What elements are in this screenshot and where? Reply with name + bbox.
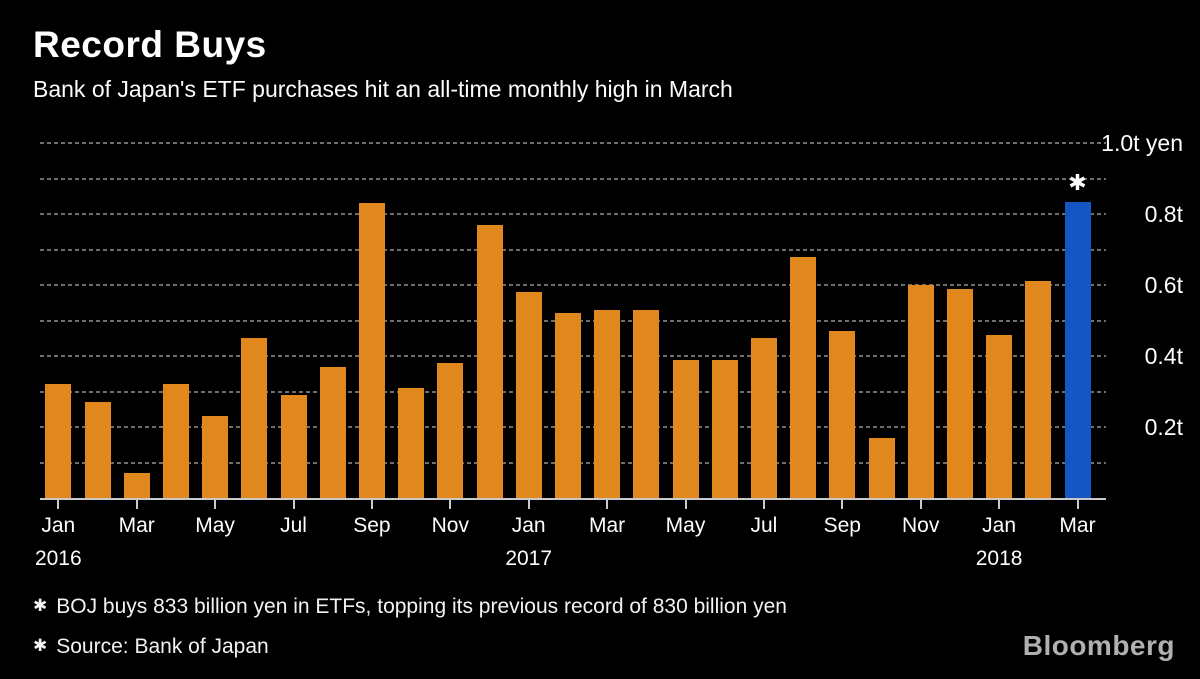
x-axis-tick <box>135 500 138 509</box>
x-axis-label: Jan <box>982 514 1017 537</box>
x-axis-tick <box>606 500 609 509</box>
asterisk-icon: ✱ <box>33 596 48 615</box>
bar-feb-2016 <box>84 402 111 498</box>
y-axis-label: 0.2t <box>1144 414 1183 440</box>
footnote-source-text: Source: Bank of Japan <box>56 635 269 658</box>
x-axis-tick <box>919 500 922 509</box>
x-axis-label: May <box>195 514 235 537</box>
x-axis-label: Mar <box>589 514 626 537</box>
bar-sep-2016 <box>358 203 385 498</box>
bar-jan-2017 <box>515 292 542 498</box>
gridline <box>40 142 1106 144</box>
x-axis-year-label: 2017 <box>505 547 553 570</box>
x-axis-label: Sep <box>823 514 861 537</box>
footnote-record: ✱ BOJ buys 833 billion yen in ETFs, toppi… <box>33 595 787 619</box>
x-axis-tick <box>841 500 844 509</box>
bar-dec-2017 <box>946 288 973 498</box>
record-asterisk-marker: ✱ <box>1068 170 1087 196</box>
x-axis-tick <box>292 500 295 509</box>
x-axis-label: Jul <box>280 514 307 537</box>
bar-chart-plot-area: ✱ Jan 2016 Mar May Jul Sep Nov Jan 2017 Mar May Jul S… <box>35 130 1183 570</box>
bar-apr-2016 <box>162 384 189 498</box>
y-axis-label: 0.8t <box>1144 201 1183 227</box>
bar-jan-2016 <box>45 384 72 498</box>
gridline <box>40 177 1106 180</box>
bar-jul-2016 <box>280 395 307 498</box>
x-axis-tick <box>1076 500 1079 509</box>
bar-feb-2017 <box>554 313 581 498</box>
x-axis-tick <box>684 500 687 509</box>
x-axis-label: Jan <box>41 514 76 537</box>
gridline <box>40 284 1106 286</box>
footnote-record-text: BOJ buys 833 billion yen in ETFs, toppin… <box>56 595 787 618</box>
x-axis-tick <box>370 500 373 509</box>
y-axis-label: 0.4t <box>1144 343 1183 369</box>
y-axis-label: 0.6t <box>1144 272 1183 298</box>
bar-jan-2018 <box>986 334 1013 498</box>
bar-mar-2017 <box>594 309 621 498</box>
x-axis-year-label: 2018 <box>975 547 1023 570</box>
x-axis-label: May <box>665 514 706 537</box>
bar-oct-2017 <box>868 437 895 498</box>
bar-mar-2018 <box>1064 202 1091 498</box>
footnote-source: ✱ Source: Bank of Japan <box>33 635 269 659</box>
x-axis-label: Jul <box>750 514 778 537</box>
x-axis-tick <box>57 500 60 509</box>
bar-jun-2017 <box>711 359 738 498</box>
bar-feb-2018 <box>1025 281 1052 498</box>
bar-nov-2017 <box>907 285 934 498</box>
chart-title: Record Buys <box>33 24 267 65</box>
bar-dec-2016 <box>476 224 503 498</box>
bar-nov-2016 <box>437 363 464 498</box>
gridline <box>40 213 1106 215</box>
x-axis-tick <box>527 500 530 509</box>
asterisk-icon: ✱ <box>33 636 48 655</box>
y-axis-label: 1.0t yen <box>1101 130 1183 156</box>
bar-apr-2017 <box>633 309 660 498</box>
gridline <box>40 248 1106 251</box>
x-axis-tick <box>214 500 217 509</box>
bar-mar-2016 <box>123 473 150 498</box>
x-axis-tick <box>449 500 452 509</box>
chart-subtitle: Bank of Japan's ETF purchases hit an all… <box>33 76 733 102</box>
x-axis-label: Jan <box>511 514 546 537</box>
x-axis-label: Mar <box>118 514 155 537</box>
bar-aug-2016 <box>319 366 346 498</box>
bar-jun-2016 <box>241 338 268 498</box>
bar-jul-2017 <box>750 338 777 498</box>
x-axis-tick <box>762 500 765 509</box>
bar-may-2017 <box>672 359 699 498</box>
bloomberg-logo: Bloomberg <box>1022 630 1175 661</box>
bar-may-2016 <box>202 416 229 498</box>
x-axis-label: Mar <box>1059 514 1096 537</box>
x-axis-year-label: 2016 <box>34 547 82 570</box>
x-axis-label: Nov <box>431 514 469 537</box>
bar-oct-2016 <box>398 387 425 498</box>
bar-sep-2017 <box>829 331 856 498</box>
x-axis-label: Nov <box>902 514 940 537</box>
x-axis-label: Sep <box>353 514 391 537</box>
bar-aug-2017 <box>790 256 817 498</box>
x-axis-tick <box>998 500 1001 509</box>
